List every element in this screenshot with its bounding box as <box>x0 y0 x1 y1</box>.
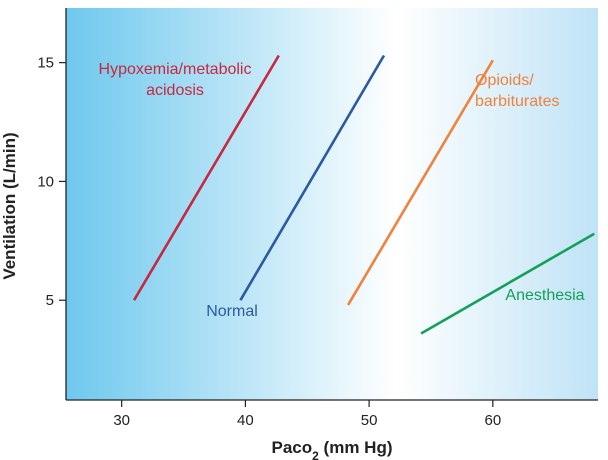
y-tick-label: 15 <box>37 55 54 72</box>
series-line <box>239 54 386 301</box>
x-tick-label: 40 <box>237 412 254 429</box>
series-label: Normal <box>206 303 258 320</box>
series-line <box>420 232 595 335</box>
y-axis-title: Ventilation (L/min) <box>0 132 19 279</box>
plot-area <box>66 8 598 400</box>
x-tick-label: 50 <box>361 412 378 429</box>
y-tick-label: 5 <box>46 292 54 309</box>
series-label: Anesthesia <box>505 287 584 304</box>
series-line <box>132 54 280 301</box>
series-label: Opioids/barbiturates <box>475 72 560 110</box>
series-line <box>346 59 494 306</box>
x-tick-label: 30 <box>113 412 130 429</box>
x-axis-title: Paco2 (mm Hg) <box>272 438 393 460</box>
y-tick-label: 10 <box>37 173 54 190</box>
x-tick-label: 60 <box>484 412 501 429</box>
series-label: Hypoxemia/metabolic acidosis <box>99 61 252 99</box>
